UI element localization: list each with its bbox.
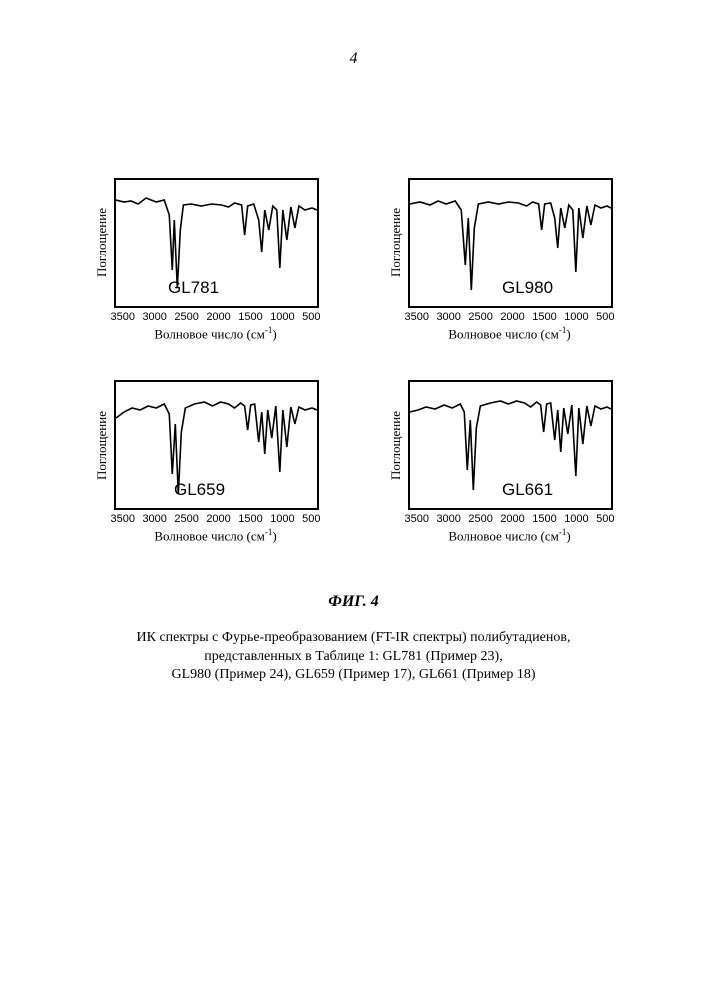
- charts-grid: Поглощение GL781 3500 3000 2500 2000 1500 1000 5…: [84, 178, 624, 545]
- y-axis-label: Поглощение: [388, 411, 404, 480]
- x-axis-ticks: 3500 3000 2500 2000 1500 1000 500: [111, 513, 321, 525]
- y-axis-label: Поглощение: [388, 208, 404, 277]
- caption-line-2: представленных в Таблице 1: GL781 (Приме…: [204, 649, 502, 664]
- x-tick: 1500: [532, 513, 556, 525]
- sample-label: GL781: [168, 278, 219, 298]
- x-tick: 2500: [468, 513, 492, 525]
- x-tick: 3500: [111, 311, 135, 323]
- x-tick: 3500: [111, 513, 135, 525]
- sample-label: GL661: [502, 480, 553, 500]
- y-axis-label: Поглощение: [94, 208, 110, 277]
- x-tick: 500: [596, 311, 614, 323]
- caption-line-3: GL980 (Пример 24), GL659 (Пример 17), GL…: [172, 667, 536, 682]
- x-tick: 2000: [206, 513, 230, 525]
- x-tick: 2000: [206, 311, 230, 323]
- spectrum-plot: GL781: [114, 178, 319, 308]
- chart-panel-gl980: Поглощение GL980 3500 3000 2500 2000 1500 1000 5…: [378, 178, 624, 342]
- spectrum-line: [116, 198, 317, 288]
- page-number: 4: [0, 0, 707, 68]
- chart-box-wrap: Поглощение GL659: [94, 380, 319, 510]
- x-tick: 1500: [238, 311, 262, 323]
- x-tick: 2500: [174, 513, 198, 525]
- x-tick: 3500: [405, 513, 429, 525]
- x-axis-label: Волновое число (см-1): [154, 527, 276, 544]
- chart-panel-gl781: Поглощение GL781 3500 3000 2500 2000 1500 1000 5…: [84, 178, 330, 342]
- caption-line-1: ИК спектры с Фурье-преобразованием (FT-I…: [137, 630, 571, 645]
- x-tick: 1000: [270, 513, 294, 525]
- sample-label: GL659: [174, 480, 225, 500]
- x-tick: 2000: [500, 513, 524, 525]
- y-axis-label: Поглощение: [94, 411, 110, 480]
- x-tick: 500: [596, 513, 614, 525]
- x-axis-label: Волновое число (см-1): [448, 527, 570, 544]
- x-tick: 2000: [500, 311, 524, 323]
- sample-label: GL980: [502, 278, 553, 298]
- x-axis-ticks: 3500 3000 2500 2000 1500 1000 500: [405, 513, 615, 525]
- x-axis-ticks: 3500 3000 2500 2000 1500 1000 500: [111, 311, 321, 323]
- x-tick: 1000: [564, 311, 588, 323]
- x-tick: 1500: [532, 311, 556, 323]
- x-tick: 500: [302, 513, 320, 525]
- x-tick: 1000: [270, 311, 294, 323]
- spectrum-line: [410, 401, 611, 490]
- figure-title: ФИГ. 4: [84, 593, 624, 611]
- chart-box-wrap: Поглощение GL661: [388, 380, 613, 510]
- chart-box-wrap: Поглощение GL781: [94, 178, 319, 308]
- chart-box-wrap: Поглощение GL980: [388, 178, 613, 308]
- chart-panel-gl659: Поглощение GL659 3500 3000 2500 2000 1500 1000 5…: [84, 380, 330, 544]
- x-tick: 3000: [142, 513, 166, 525]
- figure-caption: ИК спектры с Фурье-преобразованием (FT-I…: [84, 629, 624, 686]
- x-tick: 500: [302, 311, 320, 323]
- figure-area: Поглощение GL781 3500 3000 2500 2000 1500 1000 5…: [84, 178, 624, 685]
- x-tick: 3500: [405, 311, 429, 323]
- x-axis-ticks: 3500 3000 2500 2000 1500 1000 500: [405, 311, 615, 323]
- x-tick: 3000: [436, 513, 460, 525]
- x-tick: 2500: [174, 311, 198, 323]
- spectrum-plot: GL659: [114, 380, 319, 510]
- chart-panel-gl661: Поглощение GL661 3500 3000 2500 2000 1500 1000 5…: [378, 380, 624, 544]
- x-tick: 2500: [468, 311, 492, 323]
- x-tick: 1500: [238, 513, 262, 525]
- x-tick: 3000: [142, 311, 166, 323]
- spectrum-plot: GL980: [408, 178, 613, 308]
- spectrum-line: [410, 201, 611, 290]
- x-tick: 3000: [436, 311, 460, 323]
- x-axis-label: Волновое число (см-1): [448, 325, 570, 342]
- spectrum-plot: GL661: [408, 380, 613, 510]
- x-axis-label: Волновое число (см-1): [154, 325, 276, 342]
- x-tick: 1000: [564, 513, 588, 525]
